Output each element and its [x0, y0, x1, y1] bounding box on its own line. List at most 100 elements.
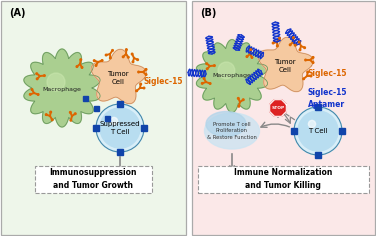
Polygon shape — [196, 40, 268, 112]
Text: Tumor
Cell: Tumor Cell — [107, 71, 129, 85]
Circle shape — [298, 41, 300, 43]
Circle shape — [138, 71, 139, 73]
Circle shape — [44, 75, 45, 76]
Circle shape — [308, 120, 315, 128]
Circle shape — [52, 119, 53, 121]
Circle shape — [214, 65, 215, 66]
Circle shape — [251, 57, 253, 58]
Circle shape — [80, 59, 82, 60]
Circle shape — [277, 45, 278, 47]
Text: (B): (B) — [200, 8, 216, 18]
Polygon shape — [270, 100, 286, 116]
Bar — [339, 128, 345, 134]
FancyBboxPatch shape — [35, 165, 152, 193]
Text: Siglec-15: Siglec-15 — [308, 69, 347, 79]
Circle shape — [294, 44, 296, 46]
Circle shape — [81, 67, 83, 68]
Circle shape — [246, 56, 248, 57]
Text: (A): (A) — [9, 8, 26, 18]
Bar — [291, 128, 297, 134]
Circle shape — [70, 112, 71, 113]
Bar — [94, 105, 99, 110]
Circle shape — [206, 68, 208, 70]
Circle shape — [143, 87, 145, 89]
Circle shape — [29, 93, 31, 95]
Circle shape — [250, 49, 252, 51]
Circle shape — [96, 104, 144, 152]
Circle shape — [209, 83, 211, 84]
Text: STOP: STOP — [271, 106, 285, 110]
Circle shape — [238, 97, 239, 99]
Text: Macrophage: Macrophage — [212, 73, 252, 79]
Circle shape — [100, 108, 140, 148]
Circle shape — [310, 75, 312, 77]
Polygon shape — [91, 49, 146, 104]
Circle shape — [304, 47, 305, 48]
Circle shape — [105, 54, 107, 56]
Circle shape — [293, 37, 294, 38]
FancyBboxPatch shape — [1, 1, 186, 235]
Circle shape — [74, 113, 76, 114]
Circle shape — [279, 38, 280, 39]
Circle shape — [45, 114, 47, 115]
Text: Suppressed
T Cell: Suppressed T Cell — [100, 121, 140, 135]
Circle shape — [145, 69, 147, 70]
Text: Promote T cell
Proliferation
& Restore Function: Promote T cell Proliferation & Restore F… — [207, 122, 257, 140]
Circle shape — [127, 56, 129, 58]
Circle shape — [131, 53, 133, 55]
Circle shape — [102, 60, 103, 61]
Circle shape — [238, 105, 240, 107]
Circle shape — [132, 61, 134, 63]
Bar — [315, 104, 321, 110]
Circle shape — [299, 49, 301, 51]
Circle shape — [272, 42, 274, 44]
Circle shape — [243, 99, 244, 101]
Text: Tumor
Cell: Tumor Cell — [274, 59, 296, 73]
Text: Immune Normalization
and Tumor Killing: Immune Normalization and Tumor Killing — [234, 168, 332, 190]
Bar — [117, 101, 123, 107]
Circle shape — [136, 90, 138, 92]
Bar — [82, 96, 88, 101]
FancyBboxPatch shape — [197, 165, 368, 193]
Circle shape — [109, 57, 111, 59]
Circle shape — [122, 56, 124, 58]
Circle shape — [95, 65, 97, 66]
Bar — [105, 115, 109, 121]
Circle shape — [202, 83, 203, 84]
Text: T Cell: T Cell — [308, 128, 328, 134]
Circle shape — [140, 83, 141, 85]
Circle shape — [137, 59, 138, 60]
Circle shape — [206, 63, 208, 64]
Circle shape — [305, 59, 306, 61]
Text: Siglec-15
Aptamer: Siglec-15 Aptamer — [308, 88, 347, 109]
Circle shape — [312, 57, 314, 58]
Circle shape — [31, 89, 33, 90]
Circle shape — [145, 74, 147, 75]
Circle shape — [111, 117, 118, 125]
Circle shape — [94, 60, 95, 61]
Circle shape — [36, 73, 38, 75]
Polygon shape — [258, 37, 313, 92]
Circle shape — [294, 107, 342, 155]
Text: Siglec-15: Siglec-15 — [144, 76, 183, 85]
Circle shape — [298, 111, 338, 151]
Circle shape — [47, 73, 65, 91]
Polygon shape — [24, 49, 100, 127]
Bar — [315, 152, 321, 158]
Circle shape — [50, 111, 52, 113]
Circle shape — [37, 94, 39, 95]
Text: Macrophage: Macrophage — [42, 88, 82, 93]
Bar — [141, 125, 147, 131]
Circle shape — [303, 78, 305, 80]
Bar — [117, 149, 123, 155]
Bar — [93, 125, 99, 131]
Circle shape — [203, 78, 205, 79]
Circle shape — [218, 62, 235, 79]
Circle shape — [312, 62, 314, 63]
Circle shape — [36, 78, 38, 80]
Ellipse shape — [206, 111, 246, 136]
Circle shape — [307, 71, 308, 73]
Circle shape — [126, 49, 127, 51]
Circle shape — [70, 119, 72, 121]
Text: Immunosuppression
and Tumor Growth: Immunosuppression and Tumor Growth — [49, 168, 137, 190]
